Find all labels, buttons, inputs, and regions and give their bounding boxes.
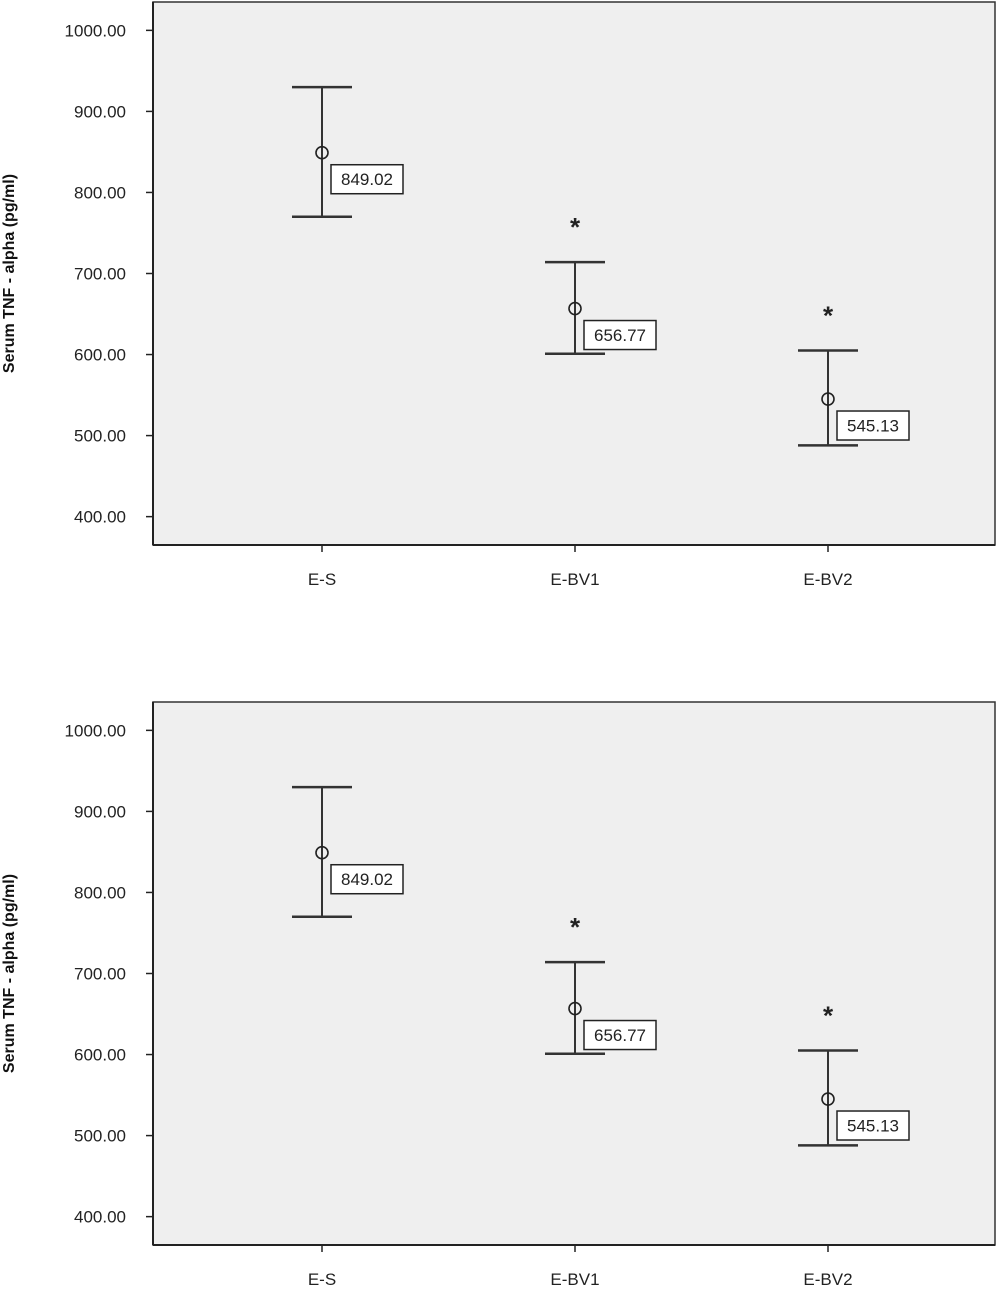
y-tick-label: 900.00 <box>74 102 126 121</box>
mean-marker <box>568 1001 582 1016</box>
value-label: 545.13 <box>847 417 899 436</box>
value-label: 656.77 <box>594 326 646 345</box>
value-label-box <box>836 410 910 441</box>
x-tick-label: E-S <box>308 570 336 589</box>
value-label-box <box>330 863 404 895</box>
y-tick-label: 800.00 <box>74 183 126 202</box>
significance-asterisk: * <box>823 1000 834 1030</box>
value-label: 849.02 <box>341 170 393 189</box>
mean-marker <box>568 301 582 316</box>
y-tick-label: 1000.00 <box>65 721 126 740</box>
y-tick-label: 400.00 <box>74 508 126 527</box>
y-tick-label: 600.00 <box>74 346 126 365</box>
y-tick-label: 600.00 <box>74 1046 126 1065</box>
x-tick-label: E-BV2 <box>803 1270 852 1289</box>
y-axis-title: Serum TNF - alpha (pg/ml) <box>1 174 18 373</box>
chart-panel-top: 400.00 500.00 600.00 700.00 800.00 900.00 1000… <box>1 1 996 589</box>
mean-marker <box>315 845 329 860</box>
y-tick-label: 700.00 <box>74 265 126 284</box>
value-label-box <box>836 1110 910 1141</box>
x-tick-label: E-S <box>308 1270 336 1289</box>
y-tick-label: 500.00 <box>74 1127 126 1146</box>
mean-marker <box>821 392 835 406</box>
y-tick-label: 1000.00 <box>65 21 126 40</box>
mean-marker <box>821 1092 835 1106</box>
x-tick-label: E-BV2 <box>803 570 852 589</box>
x-tick-label: E-BV1 <box>550 570 599 589</box>
value-label-box <box>583 1019 657 1051</box>
significance-asterisk: * <box>570 912 581 942</box>
significance-asterisk: * <box>823 300 834 330</box>
x-tick-label: E-BV1 <box>550 1270 599 1289</box>
mean-marker <box>315 145 329 160</box>
value-label: 656.77 <box>594 1026 646 1045</box>
significance-asterisk: * <box>570 212 581 242</box>
chart-panel-bottom: 400.00 500.00 600.00 700.00 800.00 900.00 1000… <box>1 701 996 1289</box>
y-tick-label: 500.00 <box>74 427 126 446</box>
value-label: 545.13 <box>847 1117 899 1136</box>
value-label: 849.02 <box>341 870 393 889</box>
y-axis-title: Serum TNF - alpha (pg/ml) <box>1 874 18 1073</box>
y-tick-label: 900.00 <box>74 802 126 821</box>
y-tick-label: 400.00 <box>74 1208 126 1227</box>
y-tick-label: 700.00 <box>74 965 126 984</box>
y-tick-label: 800.00 <box>74 883 126 902</box>
value-label-box <box>583 319 657 351</box>
value-label-box <box>330 163 404 195</box>
